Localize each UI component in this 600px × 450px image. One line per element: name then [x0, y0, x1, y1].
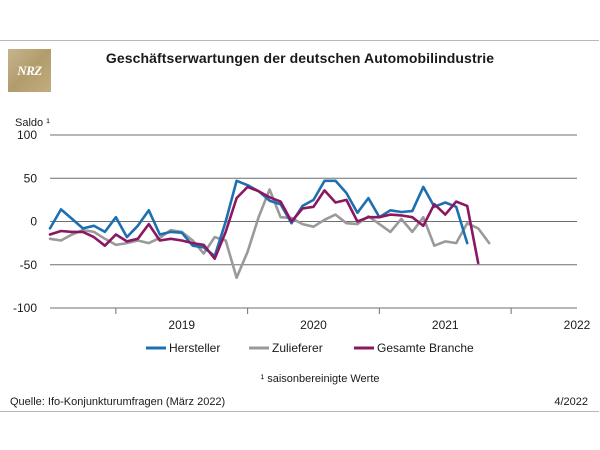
edition-label: 4/2022 [554, 396, 588, 408]
y-tick-label: 100 [17, 128, 37, 142]
y-tick-label: -50 [20, 258, 38, 272]
source-note: Quelle: Ifo-Konjunkturumfragen (März 202… [10, 396, 226, 408]
y-tick-label: 0 [30, 215, 37, 229]
legend: Hersteller Zulieferer Gesamte Branche [146, 341, 474, 355]
logo-text: NRZ [17, 62, 42, 78]
x-tick-label: 2019 [168, 318, 195, 332]
x-axis: 2019 2020 2021 2022 [50, 307, 591, 332]
footnote: ¹ saisonbereinigte Werte [260, 373, 380, 385]
chart-title: Geschäftserwartungen der deutschen Autom… [105, 50, 495, 66]
y-axis-label: Saldo ¹ [15, 117, 50, 129]
series-line-zulieferer [48, 188, 491, 280]
y-tick-labels: 100 50 0 -50 -100 [13, 128, 37, 315]
x-tick-label: 2021 [432, 318, 459, 332]
legend-label: Hersteller [169, 341, 220, 355]
figure-frame [0, 40, 599, 412]
x-tick-label: 2022 [564, 318, 591, 332]
series-lines [48, 179, 491, 280]
x-tick-label: 2020 [300, 318, 327, 332]
nrz-logo: NRZ [8, 49, 51, 92]
legend-label: Zulieferer [272, 341, 323, 355]
y-tick-label: 50 [24, 171, 38, 185]
series-line-gesamte-branche [48, 185, 480, 265]
y-tick-label: -100 [13, 301, 37, 315]
legend-label: Gesamte Branche [377, 341, 474, 355]
grid-lines [50, 134, 577, 309]
